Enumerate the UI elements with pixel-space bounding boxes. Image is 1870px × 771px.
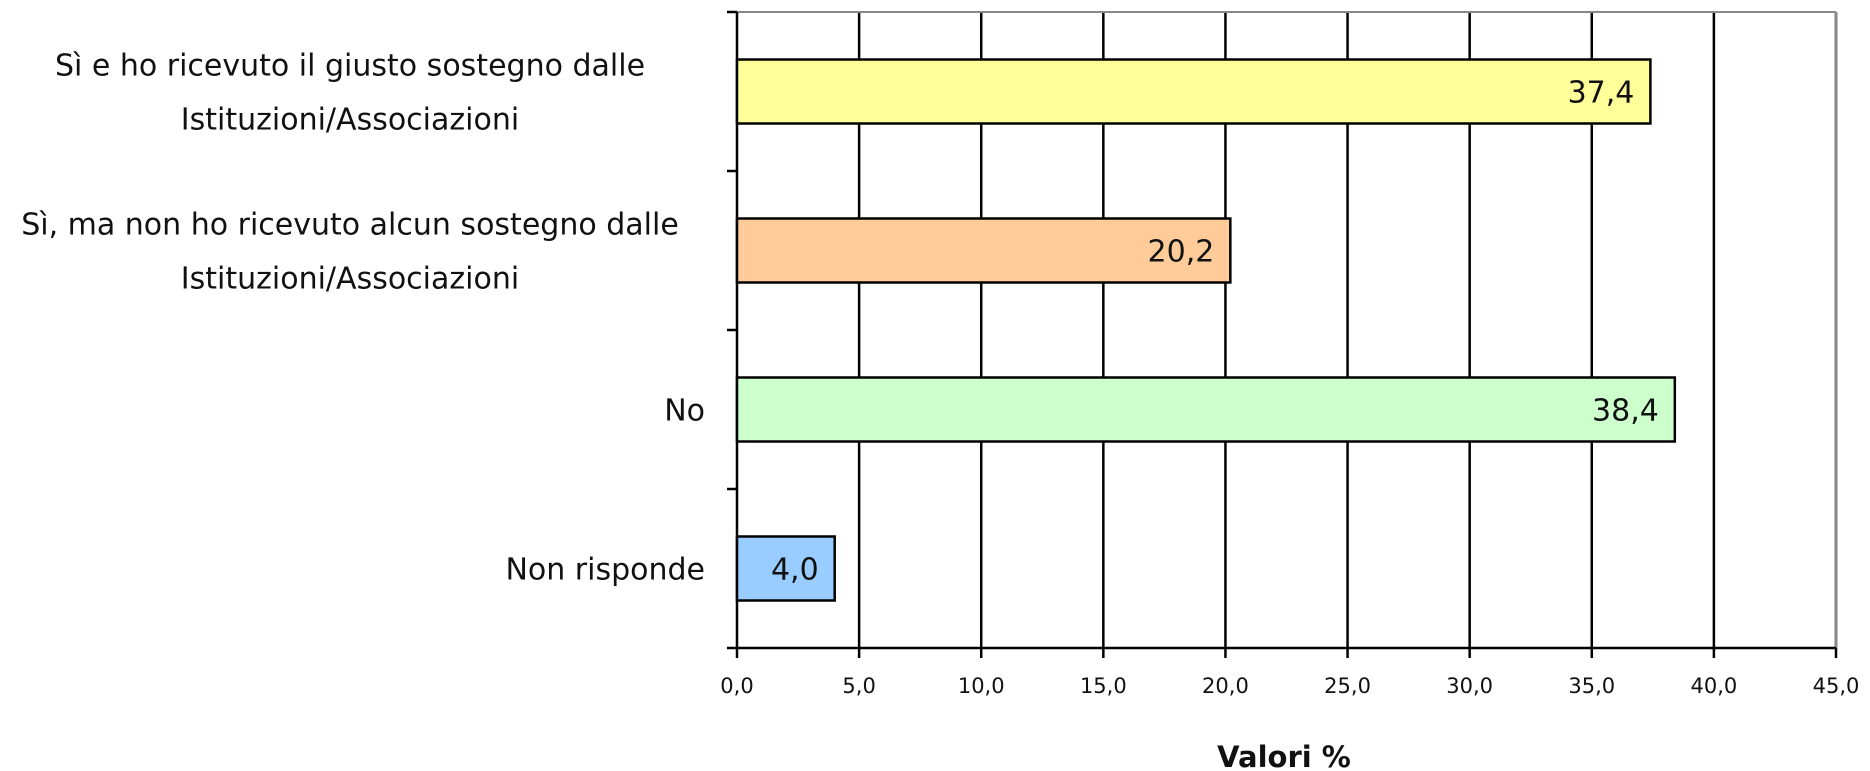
x-tick-label: 30,0 bbox=[1446, 674, 1493, 698]
bar bbox=[735, 217, 1232, 284]
category-label: No bbox=[664, 394, 705, 429]
category-label: Sì e ho ricevuto il giusto sostegno dall… bbox=[55, 49, 645, 138]
data-label: 38,4 bbox=[1592, 394, 1659, 429]
x-tick-label: 0,0 bbox=[720, 674, 753, 698]
x-tick-label: 5,0 bbox=[842, 674, 875, 698]
x-tick-labels: 0,0 5,0 10,0 15,0 20,0 25,0 30,0 35,0 40,0 45,0 bbox=[720, 674, 1859, 698]
data-label: 37,4 bbox=[1568, 76, 1635, 111]
category-labels: Sì e ho ricevuto il giusto sostegno dall… bbox=[21, 49, 705, 588]
x-tick-label: 25,0 bbox=[1324, 674, 1371, 698]
bar bbox=[735, 535, 836, 602]
x-axis-title: Valori % bbox=[1217, 740, 1351, 771]
x-tick-label: 10,0 bbox=[958, 674, 1005, 698]
bars: 37,4 20,2 38,4 4,0 bbox=[735, 58, 1677, 602]
category-label-line: Non risponde bbox=[505, 553, 705, 588]
x-tick-label: 40,0 bbox=[1691, 674, 1738, 698]
category-label-line: Sì, ma non ho ricevuto alcun sostegno da… bbox=[21, 208, 679, 243]
bar bbox=[735, 376, 1677, 443]
x-tick-label: 15,0 bbox=[1080, 674, 1127, 698]
category-label-line: No bbox=[664, 394, 705, 429]
category-label-line: Istituzioni/Associazioni bbox=[181, 262, 519, 297]
category-label-line: Istituzioni/Associazioni bbox=[181, 103, 519, 138]
x-tick-label: 35,0 bbox=[1568, 674, 1615, 698]
bar bbox=[735, 58, 1652, 125]
x-tick-label: 45,0 bbox=[1813, 674, 1860, 698]
category-label: Sì, ma non ho ricevuto alcun sostegno da… bbox=[21, 208, 679, 297]
data-label: 20,2 bbox=[1148, 235, 1215, 270]
x-tick-label: 20,0 bbox=[1202, 674, 1249, 698]
category-label-line: Sì e ho ricevuto il giusto sostegno dall… bbox=[55, 49, 645, 84]
data-label: 4,0 bbox=[771, 553, 819, 588]
category-label: Non risponde bbox=[505, 553, 705, 588]
